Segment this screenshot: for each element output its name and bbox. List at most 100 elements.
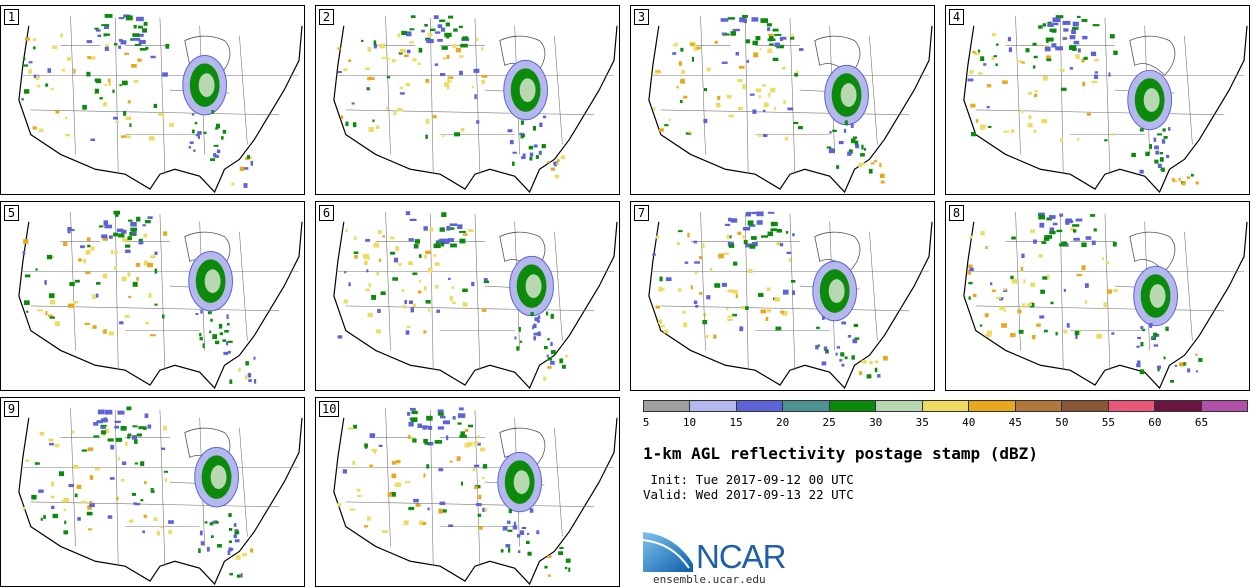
reflectivity-cell bbox=[117, 410, 125, 415]
panel-label: 2 bbox=[319, 9, 334, 25]
reflectivity-cell bbox=[776, 242, 782, 246]
reflectivity-cell bbox=[714, 40, 718, 44]
member-panel-7: 7 bbox=[630, 201, 935, 391]
reflectivity-cell bbox=[49, 316, 55, 319]
state-boundary bbox=[159, 17, 166, 175]
reflectivity-cell bbox=[565, 354, 568, 358]
reflectivity-cell bbox=[439, 501, 446, 506]
reflectivity-cell bbox=[968, 296, 971, 300]
reflectivity-cell bbox=[1109, 34, 1115, 39]
colorbar-tick-label: 65 bbox=[1194, 416, 1209, 429]
reflectivity-cell bbox=[1055, 46, 1063, 51]
reflectivity-cell bbox=[1044, 46, 1051, 52]
colorbar-segment bbox=[1015, 401, 1063, 411]
reflectivity-cell bbox=[1076, 273, 1082, 277]
reflectivity-cell bbox=[851, 355, 855, 360]
reflectivity-cell bbox=[545, 311, 549, 316]
reflectivity-cell bbox=[450, 243, 457, 248]
reflectivity-cell bbox=[213, 153, 217, 157]
reflectivity-cell bbox=[690, 285, 693, 290]
colorbar-segment bbox=[736, 401, 784, 411]
reflectivity-cell bbox=[421, 521, 426, 526]
reflectivity-cell bbox=[770, 221, 778, 227]
reflectivity-cell bbox=[218, 323, 223, 329]
reflectivity-cell bbox=[746, 59, 750, 63]
reflectivity-cell bbox=[214, 154, 219, 158]
reflectivity-cell bbox=[94, 88, 99, 94]
reflectivity-cell bbox=[451, 286, 455, 289]
reflectivity-cell bbox=[348, 59, 352, 63]
reflectivity-cell bbox=[85, 249, 91, 255]
state-boundary bbox=[345, 305, 595, 312]
reflectivity-cell bbox=[1090, 51, 1097, 57]
reflectivity-cell bbox=[73, 301, 79, 304]
reflectivity-cell bbox=[408, 238, 414, 242]
reflectivity-cell bbox=[792, 290, 796, 296]
reflectivity-cell bbox=[86, 40, 93, 44]
reflectivity-cell bbox=[422, 425, 428, 430]
reflectivity-cell bbox=[147, 262, 154, 268]
reflectivity-cell bbox=[85, 271, 91, 275]
reflectivity-cell bbox=[143, 426, 147, 430]
reflectivity-cell bbox=[434, 262, 440, 266]
reflectivity-cell bbox=[544, 565, 548, 569]
reflectivity-cell bbox=[118, 17, 125, 20]
reflectivity-cell bbox=[853, 323, 859, 327]
reflectivity-cell bbox=[128, 219, 133, 222]
reflectivity-cell bbox=[224, 329, 229, 333]
reflectivity-cell bbox=[537, 315, 541, 320]
reflectivity-cell bbox=[751, 242, 758, 247]
reflectivity-cell bbox=[755, 88, 762, 93]
reflectivity-cell bbox=[877, 374, 881, 378]
reflectivity-cell bbox=[678, 230, 683, 233]
state-boundary bbox=[1104, 17, 1111, 175]
reflectivity-cell bbox=[229, 572, 233, 576]
reflectivity-cell bbox=[762, 84, 767, 87]
reflectivity-cell bbox=[699, 255, 703, 260]
reflectivity-cell bbox=[369, 433, 376, 438]
reflectivity-cell bbox=[54, 321, 60, 326]
reflectivity-cell bbox=[1007, 37, 1012, 42]
reflectivity-cell bbox=[61, 499, 66, 503]
reflectivity-cell bbox=[386, 57, 390, 60]
reflectivity-cell bbox=[484, 508, 488, 511]
reflectivity-cell bbox=[481, 476, 485, 480]
reflectivity-cell bbox=[1042, 75, 1048, 81]
reflectivity-cell bbox=[1081, 242, 1087, 248]
reflectivity-cell bbox=[87, 505, 92, 510]
reflectivity-cell bbox=[459, 238, 466, 244]
reflectivity-cell bbox=[352, 122, 357, 128]
reflectivity-cell bbox=[412, 58, 417, 62]
reflectivity-cell bbox=[462, 288, 468, 292]
colorbar-segment bbox=[1201, 401, 1248, 411]
reflectivity-cell bbox=[45, 83, 49, 87]
reflectivity-cell bbox=[507, 529, 513, 532]
reflectivity-cell bbox=[854, 140, 859, 145]
reflectivity-cell bbox=[445, 22, 450, 27]
reflectivity-cell bbox=[134, 462, 139, 465]
colorbar-tick-label: 20 bbox=[775, 416, 790, 429]
reflectivity-cell bbox=[1163, 136, 1168, 139]
reflectivity-cell bbox=[436, 309, 441, 313]
great-lakes-outline bbox=[814, 35, 861, 76]
reflectivity-cell bbox=[1025, 48, 1030, 53]
reflectivity-cell bbox=[766, 287, 771, 291]
reflectivity-cell bbox=[137, 58, 142, 62]
state-boundary bbox=[1059, 213, 1064, 371]
reflectivity-cell bbox=[247, 155, 251, 159]
reflectivity-cell bbox=[850, 123, 854, 128]
reflectivity-cell bbox=[227, 322, 230, 326]
reflectivity-cell bbox=[405, 211, 411, 216]
reflectivity-cell bbox=[1179, 362, 1184, 367]
reflectivity-cell bbox=[142, 224, 146, 227]
reflectivity-cell bbox=[81, 449, 87, 452]
reflectivity-cell bbox=[143, 21, 148, 26]
reflectivity-cell bbox=[439, 227, 445, 232]
state-boundary bbox=[700, 211, 706, 351]
reflectivity-cell bbox=[109, 477, 115, 480]
reflectivity-cell bbox=[1075, 334, 1078, 339]
reflectivity-cell bbox=[131, 63, 137, 68]
reflectivity-cell bbox=[133, 24, 137, 29]
reflectivity-cell bbox=[209, 522, 214, 526]
coastline bbox=[18, 25, 303, 194]
